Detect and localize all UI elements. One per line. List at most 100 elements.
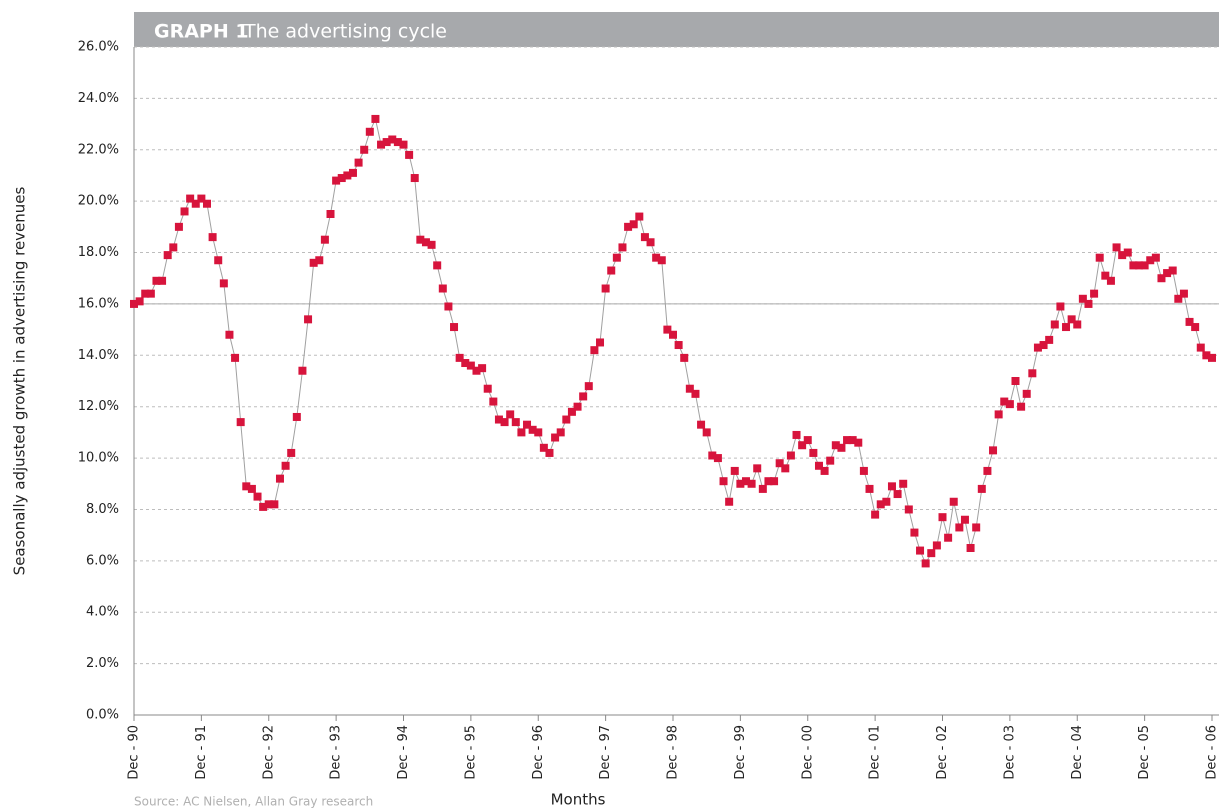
data-point [202, 199, 211, 208]
x-tick-label: Dec - 92 [261, 725, 276, 780]
data-point [450, 323, 459, 332]
y-tick-label: 16.0% [78, 296, 119, 311]
data-point [1090, 289, 1099, 298]
data-point [174, 222, 183, 231]
y-tick-label: 18.0% [78, 245, 119, 260]
data-point [534, 428, 543, 437]
data-point [405, 150, 414, 159]
data-point [921, 559, 930, 568]
data-point [1084, 299, 1093, 308]
data-point [1151, 253, 1160, 262]
data-point [1185, 317, 1194, 326]
data-point [646, 238, 655, 247]
data-point [1033, 343, 1042, 352]
data-point [444, 302, 453, 311]
data-point [1112, 243, 1121, 252]
data-point [887, 482, 896, 491]
data-point [326, 210, 335, 218]
data-point [489, 397, 498, 406]
data-point [214, 256, 223, 265]
data-point [1168, 266, 1177, 275]
data-point [781, 464, 790, 473]
y-tick-label: 20.0% [78, 194, 119, 209]
data-point [1129, 261, 1138, 270]
x-tick-label: Dec - 93 [329, 725, 344, 780]
x-tick-label: Dec - 97 [598, 725, 613, 780]
data-point [567, 407, 576, 416]
x-tick-label: Dec - 04 [1070, 725, 1085, 780]
data-point [1045, 335, 1054, 344]
data-point [972, 523, 981, 532]
data-point [427, 240, 436, 249]
data-point [685, 384, 694, 393]
data-point [478, 364, 487, 373]
data-point [629, 220, 638, 229]
x-tick-label: Dec - 99 [733, 725, 748, 780]
data-point [747, 479, 756, 488]
data-point [859, 466, 868, 475]
data-point [298, 366, 307, 375]
data-point [792, 430, 801, 439]
data-point [1191, 323, 1200, 332]
data-point [1101, 271, 1110, 280]
x-tick-label: Dec - 90 [127, 725, 142, 780]
data-point [146, 289, 155, 298]
data-point [528, 425, 537, 434]
data-point [848, 436, 857, 445]
data-point [556, 428, 565, 437]
data-point [506, 410, 515, 419]
data-point [416, 235, 425, 244]
data-point [562, 415, 571, 424]
data-point [1123, 248, 1132, 257]
data-point [820, 466, 829, 475]
data-point [309, 258, 318, 267]
data-point [640, 233, 649, 242]
data-point [287, 448, 296, 457]
data-point [551, 433, 560, 442]
data-point [753, 464, 762, 473]
chart-title: The advertising cycle [243, 21, 447, 43]
data-point [691, 389, 700, 398]
data-point [960, 515, 969, 524]
data-point [876, 500, 885, 509]
data-point [304, 315, 313, 324]
data-point [1073, 320, 1082, 329]
data-point [191, 199, 200, 208]
data-point [320, 235, 329, 244]
data-point [545, 448, 554, 457]
data-point [377, 140, 386, 149]
data-point [365, 127, 374, 136]
data-point [270, 500, 279, 509]
data-point [607, 266, 616, 275]
data-point [1196, 343, 1205, 352]
data-point [1157, 274, 1166, 283]
data-point [736, 479, 745, 488]
data-point [523, 420, 532, 429]
data-point [579, 392, 588, 401]
data-point [601, 284, 610, 293]
data-point [169, 243, 178, 252]
source: Source: AC Nielsen, Allan Gray research [134, 795, 373, 809]
data-point [186, 194, 195, 203]
data-point [511, 418, 520, 427]
x-tick-label: Dec - 05 [1137, 725, 1152, 780]
data-point [163, 251, 172, 260]
data-point [882, 497, 891, 506]
data-point [899, 479, 908, 488]
data-point [455, 353, 464, 362]
data-point [388, 135, 397, 144]
y-tick-label: 10.0% [78, 451, 119, 466]
data-point [236, 418, 245, 427]
data-point [315, 256, 324, 265]
x-tick-label: Dec - 91 [194, 725, 209, 780]
data-point [1056, 302, 1065, 311]
data-point [1078, 294, 1087, 303]
data-point [135, 297, 144, 306]
data-point [1028, 369, 1037, 378]
data-point [337, 174, 346, 183]
data-point [1174, 294, 1183, 303]
data-point [989, 446, 998, 455]
data-point [1000, 397, 1009, 406]
data-point [938, 513, 947, 522]
data-point [1022, 389, 1031, 398]
